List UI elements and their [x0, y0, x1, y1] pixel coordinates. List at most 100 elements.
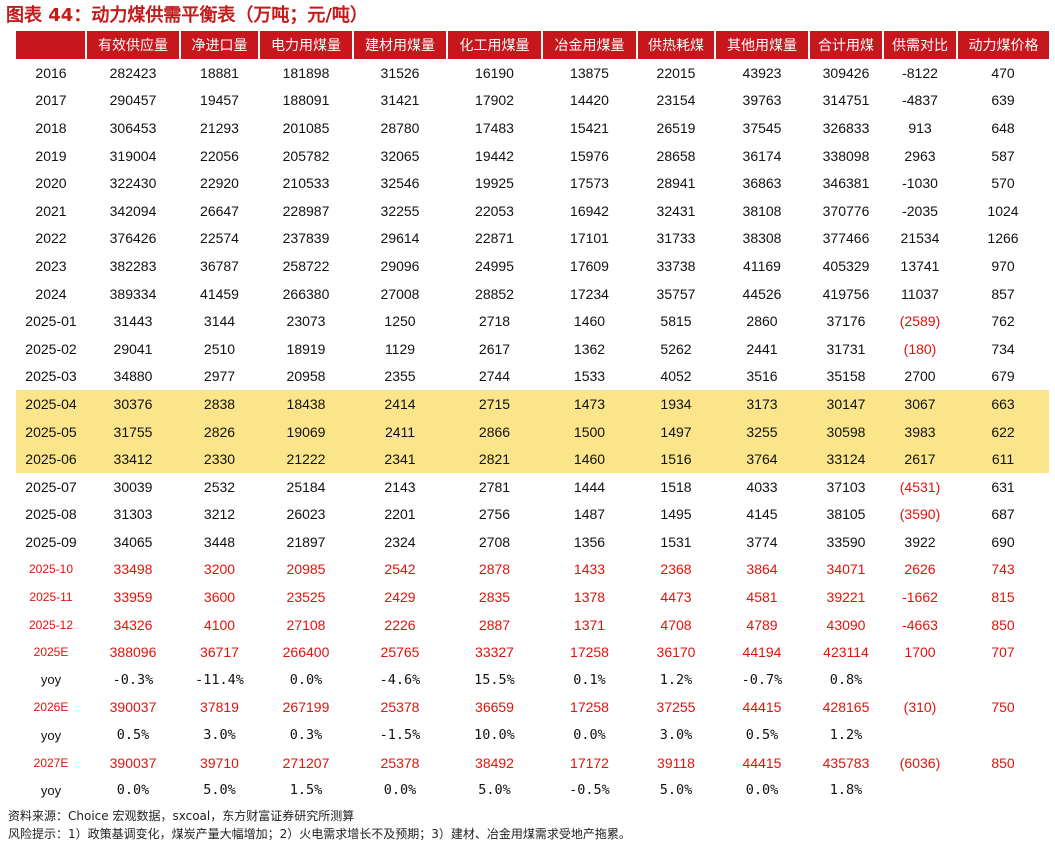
- table-cell: -2035: [902, 202, 938, 219]
- table-cell: 37176: [826, 313, 866, 330]
- table-cell: 17573: [570, 175, 609, 192]
- table-cell: 3255: [715, 417, 809, 446]
- table-cell: 22056: [200, 147, 239, 164]
- table-cell: 370776: [822, 202, 870, 219]
- table-cell: 15976: [570, 147, 609, 164]
- row-label: 2018: [35, 119, 67, 136]
- table-cell: 31443: [113, 313, 153, 330]
- table-cell: 913: [908, 119, 932, 136]
- figure-title: 图表 44：动力煤供需平衡表（万吨；元/吨）: [6, 5, 368, 26]
- table-cell: -0.5%: [569, 782, 610, 799]
- table-cell: 0.1%: [573, 671, 606, 688]
- row-label: yoy: [40, 782, 62, 798]
- table-cell: 3983: [883, 417, 957, 446]
- table-cell: 390037: [109, 699, 157, 716]
- header-row: 有效供应量 净进口量 电力用煤量 建材用煤量 化工用煤量 冶金用煤量 供热耗煤 其他用煤量 合计…: [16, 31, 1049, 59]
- table-cell: 20985: [286, 561, 326, 578]
- table-cell: 3067: [883, 390, 957, 418]
- table-row: 2025E 388096 36717 266400 25765 33327 17258 361…: [16, 638, 1049, 666]
- table-cell: 34071: [826, 561, 866, 578]
- table-cell: 2781: [478, 478, 511, 495]
- column-header: 建材用煤量: [353, 31, 448, 59]
- column-header: 动力煤价格: [957, 31, 1049, 59]
- table-cell: 44526: [742, 285, 782, 302]
- row-label: 2025-02: [25, 340, 77, 357]
- table-cell: 1531: [660, 533, 692, 550]
- table-cell: 17902: [475, 92, 514, 109]
- table-cell: 17101: [570, 230, 609, 247]
- table-cell: 31526: [380, 64, 420, 81]
- row-label: yoy: [40, 727, 62, 743]
- row-label: 2025-08: [25, 506, 77, 523]
- table-cell: 2143: [384, 478, 416, 495]
- table-cell: 0.0%: [745, 782, 779, 799]
- table-cell: 2510: [203, 340, 236, 357]
- table-cell: -0.7%: [741, 671, 783, 688]
- table-cell: [883, 666, 957, 694]
- table-cell: -4.6%: [379, 671, 421, 688]
- table-cell: 37103: [826, 478, 866, 495]
- table-cell: 2866: [447, 417, 542, 446]
- table-cell: 29614: [380, 230, 420, 247]
- table-cell: 2626: [904, 561, 936, 578]
- table-row: 2025-05 31755 2826 19069 2411 2866 1500 1497 325…: [16, 417, 1049, 446]
- table-row: 2016 282423 18881 181898 31526 16190 13875 2201…: [16, 59, 1049, 87]
- table-cell: 32255: [380, 202, 420, 219]
- table-cell: 1129: [384, 340, 416, 357]
- table-cell: 1.5%: [289, 782, 323, 799]
- table-cell: 17258: [570, 644, 609, 661]
- table-cell: 33327: [475, 644, 514, 661]
- row-label: 2025-09: [25, 533, 77, 550]
- table-cell: 19457: [200, 92, 239, 109]
- table-cell: 25765: [380, 644, 420, 661]
- table-cell: 4033: [746, 478, 778, 495]
- table-cell: 3212: [203, 506, 236, 523]
- table-cell: -8122: [902, 64, 938, 81]
- table-cell: 4581: [746, 589, 778, 606]
- table-cell: 44415: [742, 699, 782, 716]
- table-cell: [883, 776, 957, 804]
- table-cell: 4473: [660, 589, 692, 606]
- column-header: 有效供应量: [86, 31, 181, 59]
- table-cell: 319004: [109, 147, 157, 164]
- table-cell: 21222: [259, 445, 353, 473]
- table-row: 2025-12 34326 4100 27108 2226 2887 1371 4708 478…: [16, 611, 1049, 639]
- table-cell: (4531): [899, 478, 941, 495]
- table-cell: 622: [957, 417, 1049, 446]
- table-cell: 346381: [822, 175, 870, 192]
- risk-note: 风险提示：1）政策基调变化，煤炭产量大幅增加；2）火电需求增长不及预期；3）建材…: [8, 827, 631, 841]
- table-cell: 3448: [203, 533, 236, 550]
- row-label: 2016: [35, 64, 67, 81]
- table-cell: 0.0%: [116, 782, 150, 799]
- table-cell: 3200: [203, 561, 236, 578]
- table-row: 2020 322430 22920 210533 32546 19925 17573 2894…: [16, 169, 1049, 197]
- table-cell: 4708: [660, 616, 692, 633]
- table-cell: 631: [991, 478, 1015, 495]
- table-cell: 1700: [904, 644, 936, 661]
- table-cell: (3590): [899, 506, 941, 523]
- table-cell: 2617: [883, 445, 957, 473]
- table-cell: 707: [991, 644, 1015, 661]
- table-cell: 36170: [656, 644, 696, 661]
- table-cell: 2429: [384, 589, 416, 606]
- table-cell: 5815: [660, 313, 692, 330]
- column-header: 电力用煤量: [259, 31, 354, 59]
- table-cell: 4145: [746, 506, 778, 523]
- table-cell: 762: [991, 313, 1015, 330]
- table-cell: 382283: [109, 257, 157, 274]
- table-row: 2025-09 34065 3448 21897 2324 2708 1356 1531 377…: [16, 528, 1049, 556]
- table-cell: 17172: [570, 754, 609, 771]
- table-cell: 815: [991, 589, 1015, 606]
- table-cell: 743: [991, 561, 1015, 578]
- table-cell: -11.4%: [195, 671, 244, 688]
- row-label: 2025-12: [28, 617, 74, 632]
- table-cell: 390037: [109, 754, 157, 771]
- row-label: 2025-03: [25, 368, 77, 385]
- table-cell: 428165: [822, 699, 870, 716]
- table-cell: [957, 776, 1049, 804]
- table-cell: (310): [903, 699, 937, 716]
- table-cell: 37819: [200, 699, 239, 716]
- table-cell: 21897: [286, 533, 326, 550]
- table-cell: 1495: [660, 506, 692, 523]
- table-cell: 10.0%: [474, 727, 515, 744]
